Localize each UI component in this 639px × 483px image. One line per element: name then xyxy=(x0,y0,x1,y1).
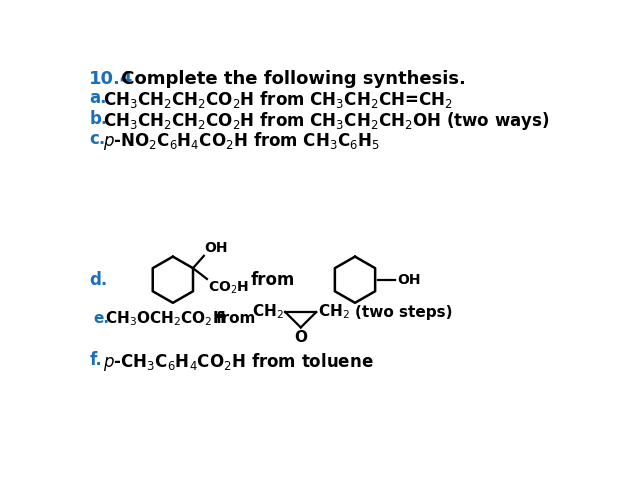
Text: 10.4: 10.4 xyxy=(89,70,134,87)
Text: a.: a. xyxy=(89,89,107,107)
Text: d.: d. xyxy=(89,270,107,289)
Text: OH: OH xyxy=(397,273,420,287)
Text: CH$_3$OCH$_2$CO$_2$H: CH$_3$OCH$_2$CO$_2$H xyxy=(105,309,226,327)
Text: $p$-NO$_2$C$_6$H$_4$CO$_2$H from CH$_3$C$_6$H$_5$: $p$-NO$_2$C$_6$H$_4$CO$_2$H from CH$_3$C… xyxy=(103,130,380,152)
Text: f.: f. xyxy=(89,351,102,369)
Text: CH$_2$: CH$_2$ xyxy=(318,303,350,321)
Text: Complete the following synthesis.: Complete the following synthesis. xyxy=(115,70,466,87)
Text: CH$_3$CH$_2$CH$_2$CO$_2$H from CH$_3$CH$_2$CH$_2$OH (two ways): CH$_3$CH$_2$CH$_2$CO$_2$H from CH$_3$CH$… xyxy=(103,110,550,131)
Text: e.: e. xyxy=(94,311,110,326)
Text: (two steps): (two steps) xyxy=(355,305,452,320)
Text: b.: b. xyxy=(89,110,107,128)
Text: c.: c. xyxy=(89,130,105,148)
Text: O: O xyxy=(294,330,307,345)
Text: CH$_3$CH$_2$CH$_2$CO$_2$H from CH$_3$CH$_2$CH=CH$_2$: CH$_3$CH$_2$CH$_2$CO$_2$H from CH$_3$CH$… xyxy=(103,89,453,110)
Text: CH$_2$: CH$_2$ xyxy=(252,303,284,321)
Text: CO$_2$H: CO$_2$H xyxy=(208,280,249,296)
Text: OH: OH xyxy=(204,241,228,255)
Text: from: from xyxy=(215,311,256,326)
Text: from: from xyxy=(250,270,295,289)
Text: $p$-CH$_3$C$_6$H$_4$CO$_2$H from toluene: $p$-CH$_3$C$_6$H$_4$CO$_2$H from toluene xyxy=(103,351,374,372)
